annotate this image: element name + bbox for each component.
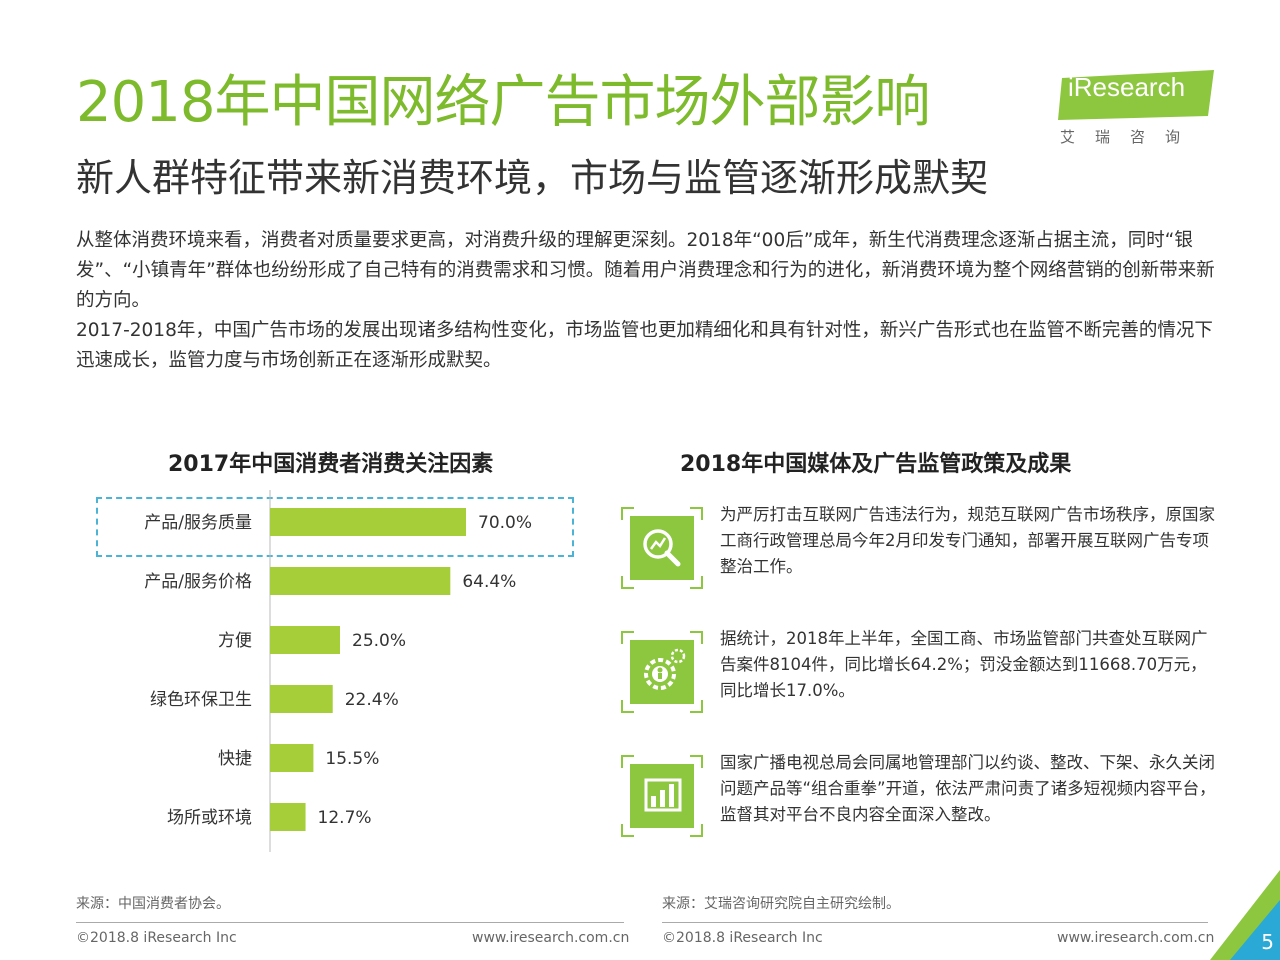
gear-person-icon [621,631,703,713]
bar [270,508,466,536]
value-label: 22.4% [345,690,399,710]
policy-title: 2018年中国媒体及广告监管政策及成果 [680,452,1072,477]
website-link-right[interactable]: www.iresearch.com.cn [1057,930,1215,946]
bar [270,685,333,713]
bar [270,803,306,831]
logo-text: iResearch [1068,72,1186,102]
category-label: 产品/服务价格 [144,572,252,592]
chart-title: 2017年中国消费者消费关注因素 [168,452,494,477]
page-number: 5 [1261,930,1274,954]
policy-item-3: 国家广播电视总局会同属地管理部门以约谈、整改、下架、永久关闭问题产品等“组合重拳… [620,753,1230,838]
category-label: 产品/服务质量 [144,513,252,533]
policy-text-1: 为严厉打击互联网广告违法行为，规范互联网广告市场秩序，原国家工商行政管理总局今年… [720,505,1215,576]
website-link-left[interactable]: www.iresearch.com.cn [472,930,630,946]
copyright-right: ©2018.8 iResearch Inc [662,930,823,946]
value-label: 70.0% [478,513,532,533]
policy-item-1: 为严厉打击互联网广告违法行为，规范互联网广告市场秩序，原国家工商行政管理总局今年… [620,505,1230,590]
value-label: 12.7% [318,808,372,828]
iresearch-logo [1058,70,1214,120]
page-subtitle: 新人群特征带来新消费环境，市场与监管逐渐形成默契 [76,156,989,200]
policy-text-3: 国家广播电视总局会同属地管理部门以约谈、整改、下架、永久关闭问题产品等“组合重拳… [720,753,1216,824]
source-left: 来源：中国消费者协会。 [76,896,230,912]
page-title: 2018年中国网络广告市场外部影响 [76,70,931,135]
value-label: 64.4% [462,572,516,592]
policy-item-2: 据统计，2018年上半年，全国工商、市场监管部门共查处互联网广告案件8104件，… [620,629,1230,714]
bar [270,744,314,772]
bar-chart-icon [621,755,703,837]
copyright-left: ©2018.8 iResearch Inc [76,930,237,946]
page-corner-decoration [1210,870,1280,960]
category-label: 快捷 [218,749,252,769]
value-label: 25.0% [352,631,406,651]
bar [270,626,340,654]
consumer-factors-bar-chart: 产品/服务质量 70.0% 产品/服务价格 64.4% 方便 25.0% 绿色环保卫生 22.… [144,490,532,852]
policy-text-2: 据统计，2018年上半年，全国工商、市场监管部门共查处互联网广告案件8104件，… [720,629,1208,700]
footer-divider-left [76,922,624,923]
category-label: 绿色环保卫生 [150,690,252,710]
category-label: 方便 [218,631,252,651]
logo-cn-text: 艾瑞咨询 [1060,128,1201,146]
highlight-box [96,497,574,557]
category-label: 场所或环境 [167,808,252,828]
footer-divider-right [662,922,1208,923]
intro-paragraph-2: 2017-2018年，中国广告市场的发展出现诸多结构性变化，市场监管也更加精细化… [76,320,1213,371]
value-label: 15.5% [325,749,379,769]
search-chart-icon [621,507,703,589]
intro-text: 从整体消费环境来看，消费者对质量要求更高，对消费升级的理解更深刻。2018年“0… [76,226,1226,376]
bar [270,567,451,595]
source-right: 来源：艾瑞咨询研究院自主研究绘制。 [662,896,900,912]
intro-paragraph-1: 从整体消费环境来看，消费者对质量要求更高，对消费升级的理解更深刻。2018年“0… [76,230,1215,311]
